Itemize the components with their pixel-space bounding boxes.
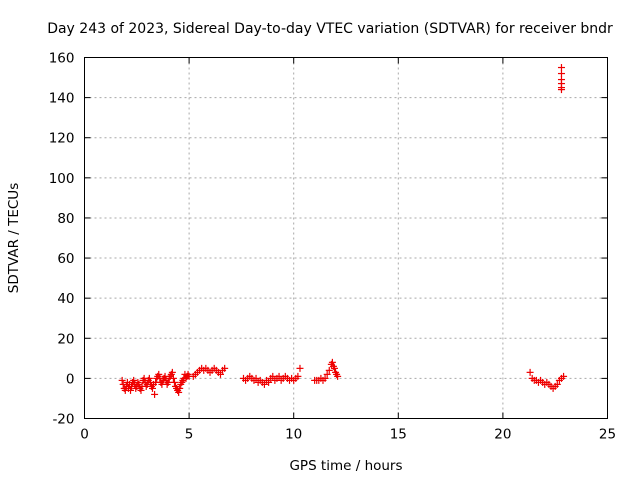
plot-frame (84, 57, 608, 419)
data-point (526, 368, 534, 376)
data-point (265, 378, 273, 386)
data-point (127, 386, 135, 394)
data-point (260, 380, 268, 388)
data-point (148, 384, 156, 392)
data-point (557, 70, 565, 78)
data-point (252, 374, 260, 382)
grid-lines (84, 57, 608, 419)
data-point (330, 364, 338, 372)
data-point (553, 380, 561, 388)
data-point (334, 372, 342, 380)
data-point (168, 368, 176, 376)
data-point (275, 372, 283, 380)
data-point (269, 372, 277, 380)
x-tick-labels: 0 5 10 15 20 25 (80, 427, 616, 443)
chart-title: Day 243 of 2023, Sidereal Day-to-day VTE… (47, 21, 613, 37)
data-point (155, 370, 163, 378)
data-points (118, 64, 568, 398)
y-tick-label: 60 (57, 251, 74, 267)
x-tick-label: 20 (494, 427, 511, 443)
y-tick-label: 20 (57, 331, 74, 347)
data-point (557, 86, 565, 94)
x-tick-label: 25 (599, 427, 616, 443)
data-point (325, 366, 333, 374)
data-point (151, 390, 159, 398)
data-point (294, 372, 302, 380)
data-point (130, 376, 138, 384)
y-axis-label: SDTVAR / TECUs (6, 183, 22, 293)
data-point (145, 374, 153, 382)
x-tick-label: 15 (390, 427, 407, 443)
data-point (176, 384, 184, 392)
y-tick-label: 100 (49, 171, 75, 187)
y-tick-label: 40 (57, 291, 74, 307)
data-point (557, 64, 565, 72)
y-tick-label: 160 (49, 51, 75, 67)
data-point (118, 376, 126, 384)
data-point (221, 364, 229, 372)
data-point (323, 370, 331, 378)
data-point (328, 358, 336, 366)
data-point (560, 372, 568, 380)
y-tick-label: 80 (57, 211, 74, 227)
x-tick-label: 10 (285, 427, 302, 443)
y-tick-labels: -20 0 20 40 60 80 100 120 140 160 (49, 51, 75, 428)
data-point (321, 374, 329, 382)
x-axis-label: GPS time / hours (289, 458, 402, 474)
data-point (175, 388, 183, 396)
data-point (216, 370, 224, 378)
axis-ticks (84, 57, 608, 419)
y-tick-label: -20 (52, 412, 74, 428)
y-tick-label: 140 (49, 91, 75, 107)
x-tick-label: 0 (80, 427, 89, 443)
data-point (169, 374, 177, 382)
x-tick-label: 5 (185, 427, 194, 443)
y-tick-label: 0 (66, 371, 75, 387)
data-point (170, 378, 178, 386)
y-tick-label: 120 (49, 131, 75, 147)
data-point (164, 378, 172, 386)
data-point (296, 364, 304, 372)
data-point (137, 386, 145, 394)
